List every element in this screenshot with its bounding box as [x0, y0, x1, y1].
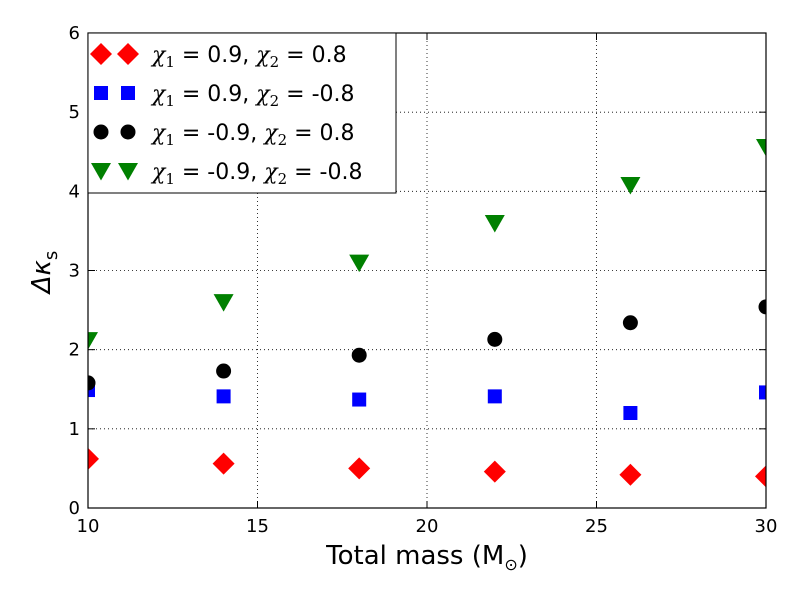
data-point-series-3	[758, 299, 766, 315]
x-tick-label: 25	[585, 516, 608, 537]
data-point-series-1	[212, 452, 235, 475]
y-axis-title: Δκs	[27, 251, 62, 296]
data-point-series-4	[484, 215, 505, 233]
data-point-series-3	[622, 315, 638, 331]
data-point-series-3	[351, 347, 367, 363]
x-tick-label: 20	[416, 516, 439, 537]
data-markers	[88, 139, 766, 488]
data-point-series-3	[88, 375, 96, 391]
legend-marker	[118, 163, 138, 181]
data-point-series-3	[487, 331, 503, 347]
data-point-series-2	[88, 383, 95, 398]
data-point-series-2	[487, 389, 502, 404]
data-point-series-2	[759, 385, 766, 400]
y-tick-label: 3	[69, 261, 80, 282]
x-tick-label: 30	[755, 516, 778, 537]
legend-marker	[94, 86, 108, 100]
data-point-series-3	[216, 363, 232, 379]
svg-text:Δκs: Δκs	[27, 251, 62, 296]
data-point-series-4	[620, 177, 641, 195]
data-point-series-4	[88, 332, 98, 350]
legend: χ1 = 0.9, χ2 = 0.8 χ1 = 0.9, χ2 = -0.8 χ1 …	[87, 32, 397, 194]
legend-label-1: χ1 = 0.9, χ2 = 0.8	[150, 43, 347, 71]
data-point-series-1	[619, 463, 642, 486]
y-tick-label: 5	[69, 102, 80, 123]
data-point-series-1	[755, 465, 766, 488]
x-axis-title: Total mass (M⊙)	[325, 541, 528, 574]
data-point-series-1	[88, 447, 99, 470]
x-tick-label: 10	[77, 516, 100, 537]
y-tick-label: 4	[69, 181, 80, 202]
legend-marker	[93, 124, 109, 140]
legend-box	[87, 32, 397, 194]
tick-labels: 10 15 20 25 30 0 1 2 3 4 5 6	[69, 23, 778, 537]
legend-label-4: χ1 = -0.9, χ2 = -0.8	[150, 160, 362, 188]
data-point-series-2	[216, 389, 231, 404]
data-point-series-4	[756, 139, 766, 157]
legend-marker	[117, 43, 139, 65]
legend-marker	[90, 43, 112, 65]
y-tick-label: 6	[69, 23, 80, 44]
legend-marker	[91, 163, 111, 181]
legend-label-2: χ1 = 0.9, χ2 = -0.8	[150, 82, 355, 110]
legend-marker	[120, 124, 136, 140]
y-tick-label: 0	[69, 498, 80, 519]
legend-label-3: χ1 = -0.9, χ2 = 0.8	[150, 121, 355, 149]
legend-marker	[121, 86, 135, 100]
data-point-series-4	[213, 294, 234, 312]
y-tick-label: 2	[69, 340, 80, 361]
x-tick-label: 15	[246, 516, 269, 537]
data-point-series-2	[623, 406, 638, 420]
y-tick-label: 1	[69, 419, 80, 440]
data-point-series-2	[352, 392, 367, 407]
data-point-series-1	[483, 460, 506, 483]
data-point-series-1	[348, 457, 371, 480]
data-point-series-4	[349, 254, 370, 273]
